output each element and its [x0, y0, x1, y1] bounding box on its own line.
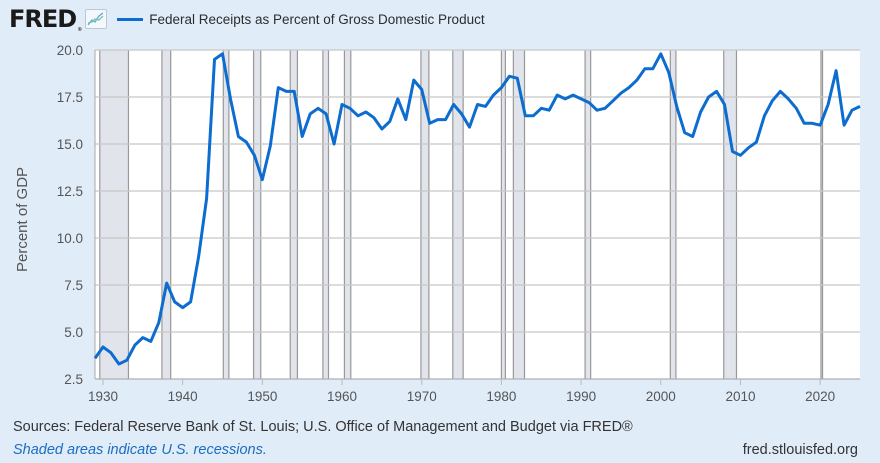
series-line[interactable]	[93, 52, 861, 366]
recession-note: Shaded areas indicate U.S. recessions.	[13, 442, 267, 458]
y-tick-label: 7.5	[64, 278, 83, 293]
y-tick-label: 5.0	[64, 325, 83, 340]
sources-note: Sources: Federal Reserve Bank of St. Lou…	[13, 419, 633, 435]
x-tick-label: 2020	[805, 389, 835, 404]
recession-band	[99, 50, 129, 379]
recession-band	[420, 50, 429, 379]
plot-area	[95, 50, 860, 379]
recession-band	[452, 50, 464, 379]
y-tick-label: 15.0	[57, 137, 83, 152]
recession-band	[161, 50, 171, 379]
x-tick-label: 1950	[247, 389, 277, 404]
grid-lines	[94, 49, 860, 380]
y-tick-label: 20.0	[57, 43, 83, 58]
line-chart-icon	[85, 9, 108, 29]
recession-band	[513, 50, 525, 379]
logo-registered-mark: ®	[77, 27, 82, 33]
x-tick-label: 1970	[407, 389, 437, 404]
legend-label: Federal Receipts as Percent of Gross Dom…	[149, 11, 485, 27]
legend-swatch	[117, 17, 144, 21]
fred-logo[interactable]: FRED®	[9, 5, 82, 33]
x-tick-label: 1980	[486, 389, 516, 404]
recession-band	[223, 50, 229, 379]
recession-band	[501, 50, 506, 379]
recession-band	[344, 50, 351, 379]
y-tick-label: 2.5	[64, 372, 83, 387]
recession-band	[585, 50, 591, 379]
x-tick-labels: 1930 1940 1950 1960 1970 1980 1990 2000 2010 2020	[88, 379, 835, 404]
x-tick-label: 1960	[327, 389, 357, 404]
x-tick-label: 1930	[88, 389, 118, 404]
y-tick-label: 17.5	[57, 90, 83, 105]
recession-band	[670, 50, 676, 379]
recession-band	[253, 50, 261, 379]
x-tick-label: 2000	[646, 389, 676, 404]
recession-band	[290, 50, 298, 379]
recession-bands	[99, 50, 824, 379]
fred-url-link[interactable]: fred.stlouisfed.org	[742, 442, 858, 458]
x-tick-label: 2010	[725, 389, 755, 404]
y-tick-labels: 2.5 5.0 7.5 10.0 12.5 15.0 17.5 20.0	[57, 43, 83, 387]
recession-band	[723, 50, 737, 379]
recession-band	[820, 50, 823, 379]
chart-header: FRED® Federal Receipts as Percent of Gro…	[9, 4, 485, 34]
y-tick-label: 10.0	[57, 231, 83, 246]
logo-text: FRED	[9, 5, 77, 33]
x-tick-label: 1940	[168, 389, 198, 404]
recession-band	[322, 50, 329, 379]
x-tick-label: 1990	[566, 389, 596, 404]
y-tick-label: 12.5	[57, 184, 83, 199]
